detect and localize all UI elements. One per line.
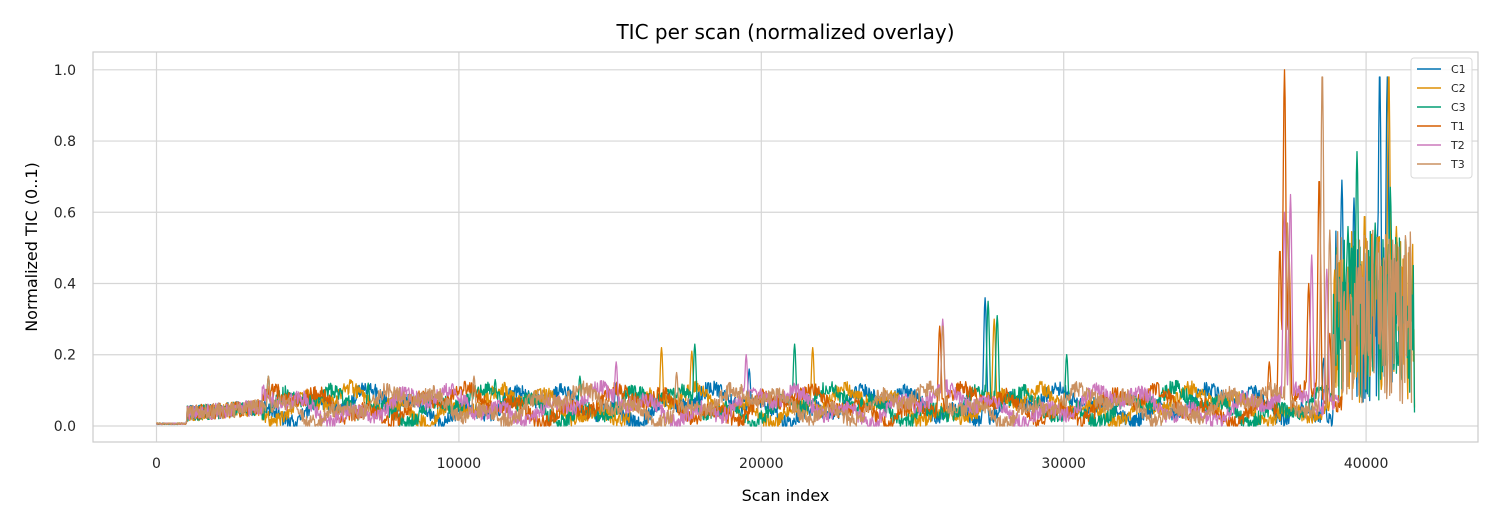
y-tick-label: 1.0 <box>54 63 76 79</box>
chart-title: TIC per scan (normalized overlay) <box>615 20 954 44</box>
x-tick-label: 30000 <box>1041 456 1086 472</box>
tick-labels: 0 10000 20000 30000 40000 0.0 0.2 0.4 0.6 0.8 1.0 <box>54 63 1389 472</box>
legend-label-c3: C3 <box>1451 101 1466 114</box>
legend-label-c1: C1 <box>1451 63 1466 76</box>
y-tick-label: 0.4 <box>54 277 76 293</box>
legend: C1 C2 C3 T1 T2 T3 <box>1410 57 1473 179</box>
y-tick-label: 0.8 <box>54 134 76 150</box>
x-axis-label: Scan index <box>742 486 830 505</box>
series-line-t3 <box>156 76 1413 427</box>
x-tick-label: 10000 <box>437 456 482 472</box>
y-tick-label: 0.2 <box>54 348 76 364</box>
x-tick-label: 40000 <box>1344 456 1389 472</box>
legend-label-c2: C2 <box>1451 82 1466 95</box>
x-tick-label: 20000 <box>739 456 784 472</box>
plot-frame <box>92 51 1479 443</box>
legend-label-t3: T3 <box>1450 158 1465 171</box>
y-tick-label: 0.6 <box>54 205 76 221</box>
grid <box>93 52 1478 442</box>
x-tick-label: 0 <box>152 456 161 472</box>
legend-label-t1: T1 <box>1450 120 1465 133</box>
legend-label-t2: T2 <box>1450 139 1465 152</box>
series-layer <box>156 69 1416 427</box>
plot-background <box>93 52 1478 442</box>
y-axis-label: Normalized TIC (0..1) <box>22 162 41 332</box>
y-tick-label: 0.0 <box>54 419 76 435</box>
